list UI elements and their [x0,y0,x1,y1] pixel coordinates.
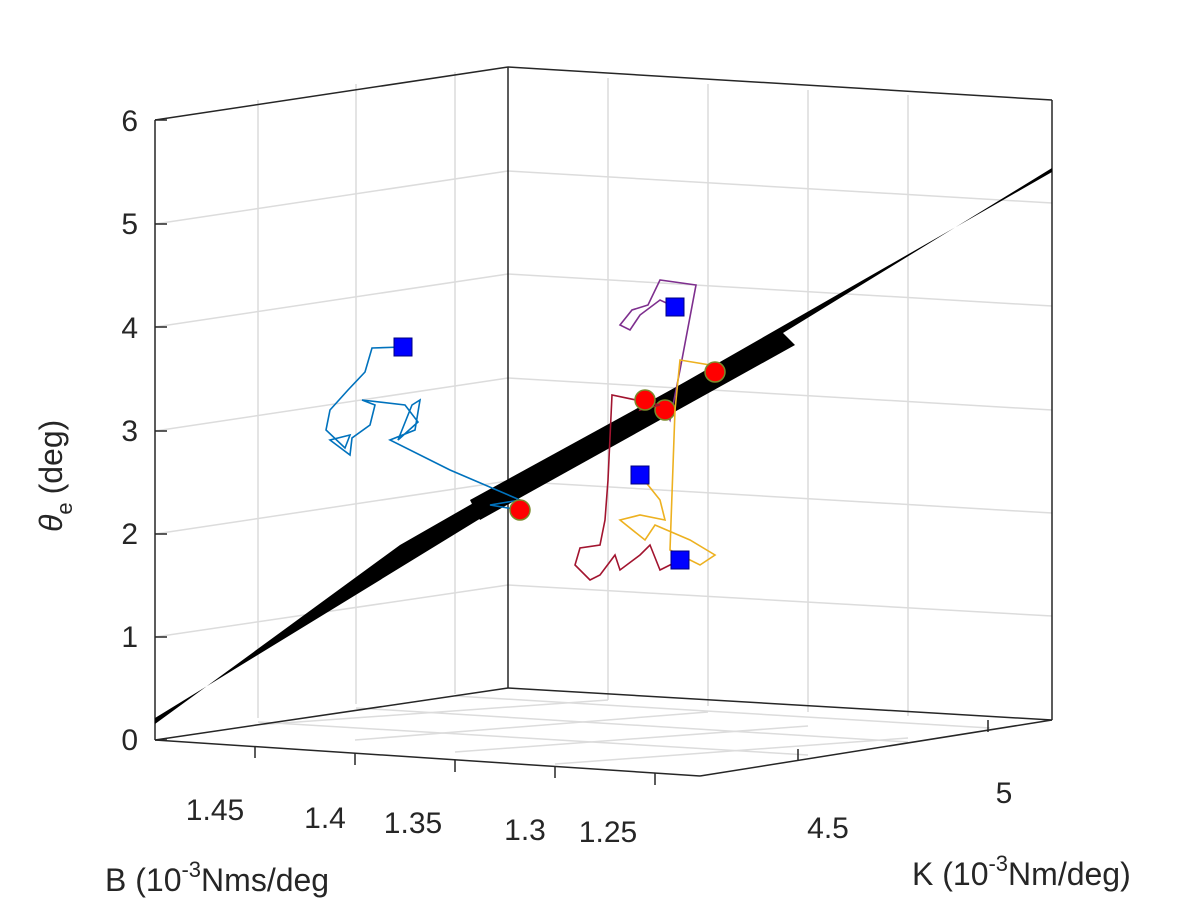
x-axis-label: B (10-3Nms/deg [105,857,329,898]
tick-marks [155,119,989,785]
start-marker-0 [393,337,413,357]
z-tick-label: 5 [121,208,138,241]
grid-lines [154,72,1053,765]
x-axis-label-sup: -3 [181,857,201,882]
x-tick-label: 1.35 [384,807,442,840]
axes-box [154,66,1053,777]
x-tick-labels: 1.45 1.4 1.35 1.3 1.25 [186,794,637,849]
z-axis-label-unit: (deg) [33,420,69,495]
y-tick-label: 4.5 [807,812,849,845]
x-axis-label-main: B (10 [105,862,181,898]
end-marker-1 [654,399,676,421]
z-tick-label: 4 [121,312,138,345]
z-axis-label-symbol: θ [33,514,69,532]
start-marker-1 [665,297,685,317]
x-tick-label: 1.3 [504,814,546,847]
end-marker-0 [509,499,531,521]
z-tick-label: 2 [121,518,138,551]
series-layer [325,279,726,581]
series-trajectory-2 [618,359,717,566]
equilibrium-surface [155,168,1052,724]
end-marker-2 [704,361,726,383]
x-tick-label: 1.25 [579,816,637,849]
x-axis-label-unit: Nms/deg [201,862,329,898]
z-tick-label: 1 [121,621,138,654]
start-marker-3 [670,550,690,570]
z-axis-label: θe (deg) [33,420,77,532]
y-axis-label-sup: -3 [988,851,1008,876]
z-tick-label: 3 [121,415,138,448]
end-marker-3 [634,389,656,411]
z-tick-labels: 0 1 2 3 4 5 6 [121,105,138,757]
x-tick-label: 1.4 [304,802,346,835]
series-trajectory-3 [574,394,681,581]
x-tick-label: 1.45 [186,794,244,827]
y-axis-label: K (10-3Nm/deg) [912,851,1131,892]
y-tick-labels: 4.5 5 [807,777,1012,845]
series-trajectory-0 [325,346,523,511]
y-axis-label-main: K (10 [912,856,988,892]
surface-thick-band [470,330,795,520]
z-tick-label: 0 [121,724,138,757]
z-axis-label-sub: e [52,502,77,514]
y-tick-label: 5 [996,777,1013,810]
y-axis-label-unit: Nm/deg) [1008,856,1131,892]
start-marker-2 [630,465,650,485]
z-tick-label: 6 [121,105,138,138]
